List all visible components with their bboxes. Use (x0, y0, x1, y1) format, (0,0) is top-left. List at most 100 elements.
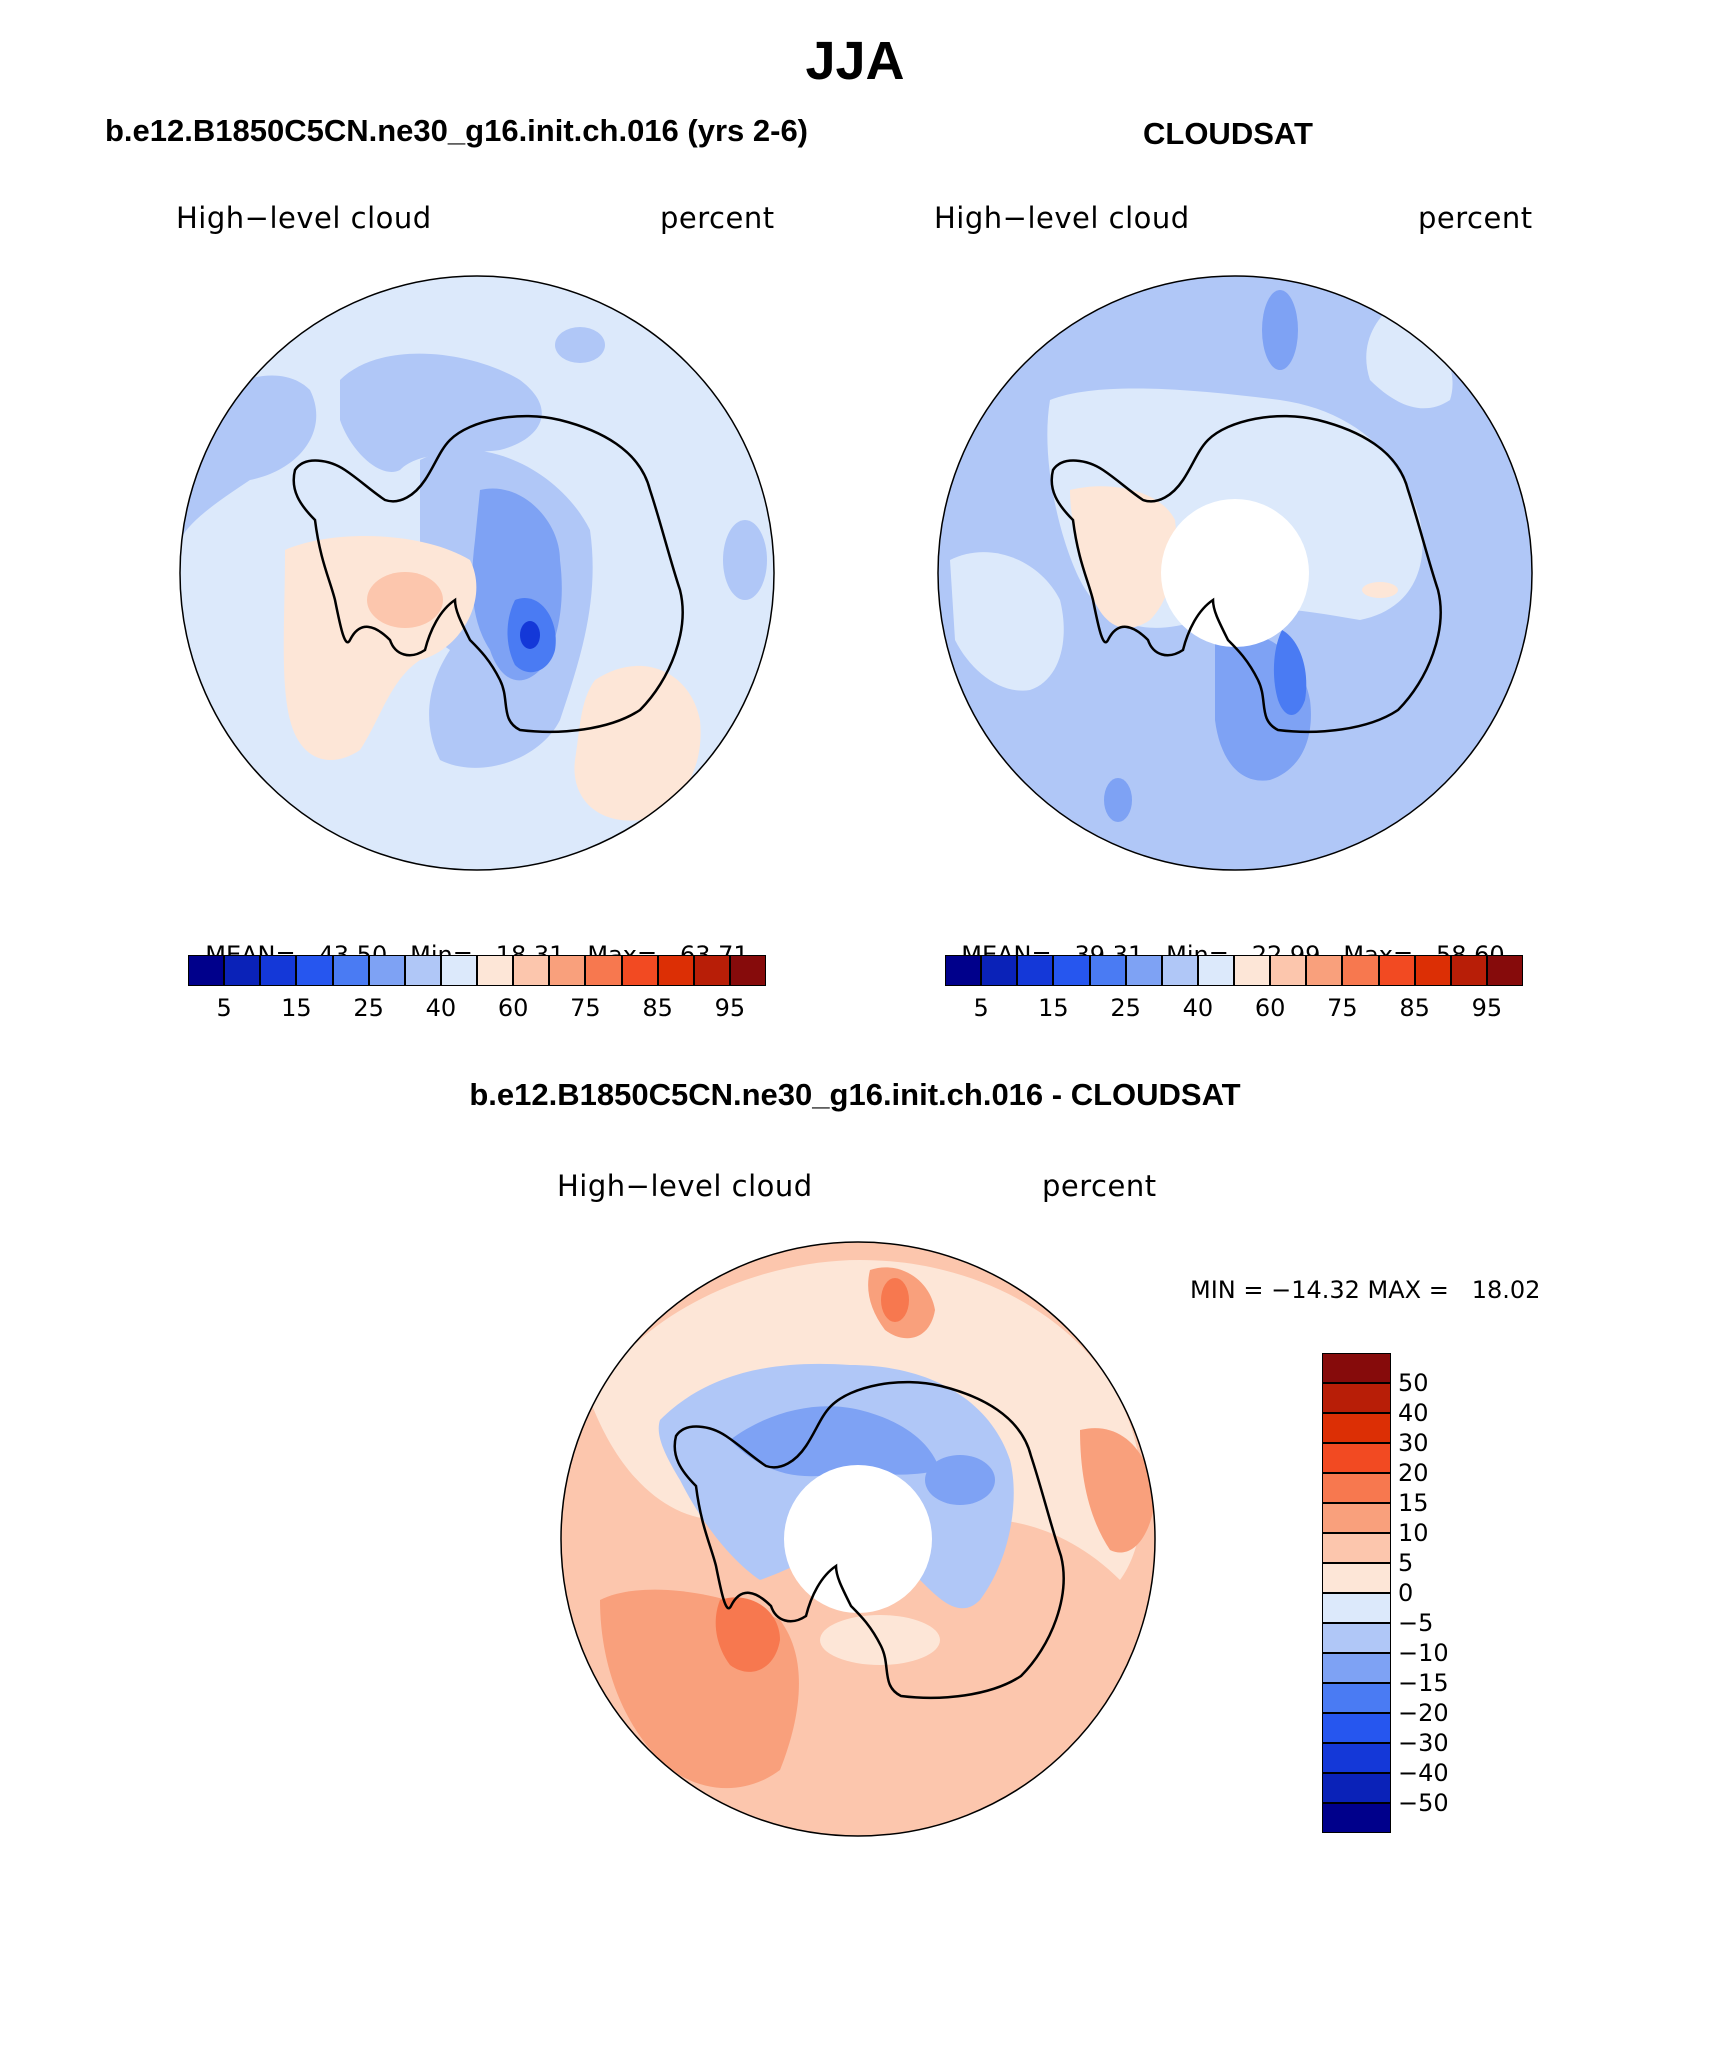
diff-region-deep-blue-east (925, 1455, 995, 1505)
diff-pole-hole (784, 1465, 932, 1613)
diff-map-border (560, 1241, 1156, 1837)
colorbar-box (1270, 955, 1307, 986)
colorbar-box (1322, 1803, 1391, 1833)
model-colorbar (188, 955, 766, 986)
colorbar-box (1322, 1413, 1391, 1443)
colorbar-box (621, 955, 658, 986)
colorbar-box (1342, 955, 1379, 986)
colorbar-tick-label: −10 (1398, 1639, 1449, 1667)
diff-colorbar-ticks: 50 40 30 20 15 10 5 0 −5 −10 −15 −20 −30 −40 −50 (1398, 1353, 1478, 1833)
colorbar-box (1053, 955, 1090, 986)
colorbar-tick-label: 15 (1398, 1489, 1429, 1517)
obs-coastline (1050, 414, 1442, 734)
colorbar-box (585, 955, 622, 986)
colorbar-tick-label: 5 (973, 994, 989, 1022)
diff-region-red-southwest (715, 1597, 780, 1672)
model-region-peach-east (574, 665, 701, 821)
diff-region-deep-blue-north (730, 1406, 940, 1477)
obs-colorbar (945, 955, 1523, 986)
colorbar-box (693, 955, 730, 986)
colorbar-box (1322, 1563, 1391, 1593)
colorbar-box (1322, 1713, 1391, 1743)
colorbar-tick-label: 25 (1110, 994, 1141, 1022)
obs-map-border (937, 275, 1533, 871)
colorbar-tick-label: 10 (1398, 1519, 1429, 1547)
colorbar-tick-label: 30 (1398, 1429, 1429, 1457)
diff-coastline (673, 1380, 1065, 1700)
colorbar-box (440, 955, 477, 986)
obs-panel-heading: CLOUDSAT (1143, 116, 1313, 151)
colorbar-box (1089, 955, 1126, 986)
model-region-blue-core-dot (520, 621, 540, 649)
model-region-blue-north (340, 353, 542, 472)
model-panel-heading: b.e12.B1850C5CN.ne30_g16.init.ch.016 (yr… (105, 113, 809, 148)
colorbar-box (945, 955, 982, 986)
colorbar-box (188, 955, 225, 986)
colorbar-box (1450, 955, 1487, 986)
colorbar-box (1414, 955, 1451, 986)
colorbar-tick-label: −20 (1398, 1699, 1449, 1727)
colorbar-tick-label: 50 (1398, 1369, 1429, 1397)
colorbar-box (260, 955, 297, 986)
colorbar-tick-label: 5 (1398, 1549, 1414, 1577)
diff-colorbar (1322, 1353, 1391, 1833)
obs-region-light-band (1366, 300, 1453, 409)
colorbar-box (224, 955, 261, 986)
colorbar-tick-label: −50 (1398, 1789, 1449, 1817)
colorbar-box (1322, 1683, 1391, 1713)
obs-pole-hole (1161, 499, 1309, 647)
colorbar-box (1322, 1623, 1391, 1653)
colorbar-box (332, 955, 369, 986)
colorbar-tick-label: −15 (1398, 1669, 1449, 1697)
obs-region-blue-south-patch (1104, 778, 1132, 822)
colorbar-tick-label: 15 (1038, 994, 1069, 1022)
colorbar-tick-label: 95 (1471, 994, 1503, 1022)
colorbar-box (1322, 1503, 1391, 1533)
colorbar-box (513, 955, 550, 986)
colorbar-tick-label: −30 (1398, 1729, 1449, 1757)
colorbar-box (981, 955, 1018, 986)
colorbar-tick-label: −40 (1398, 1759, 1449, 1787)
colorbar-box (549, 955, 586, 986)
colorbar-tick-label: 75 (1327, 994, 1358, 1022)
model-region-blue-north-patch (555, 327, 605, 363)
colorbar-box (1125, 955, 1162, 986)
colorbar-box (1234, 955, 1271, 986)
colorbar-box (1322, 1593, 1391, 1623)
diff-region-peach-south (820, 1615, 940, 1665)
diff-region-red-north (881, 1278, 909, 1322)
obs-colorbar-ticks: 5 15 25 40 60 75 85 95 (945, 994, 1523, 1024)
colorbar-tick-label: 0 (1398, 1579, 1414, 1607)
obs-region-peach-west (1070, 486, 1177, 629)
diff-panel-heading: b.e12.B1850C5CN.ne30_g16.init.ch.016 - C… (469, 1077, 1241, 1112)
colorbar-box (1322, 1533, 1391, 1563)
colorbar-tick-label: 40 (1182, 994, 1214, 1022)
colorbar-tick-label: 5 (216, 994, 232, 1022)
colorbar-tick-label: 25 (353, 994, 384, 1022)
colorbar-tick-label: 60 (1254, 994, 1286, 1022)
colorbar-box (296, 955, 333, 986)
model-field-label: High−level cloud (176, 201, 432, 235)
colorbar-box (1486, 955, 1523, 986)
model-region-salmon-west (367, 572, 443, 628)
colorbar-box (1322, 1773, 1391, 1803)
colorbar-tick-label: 60 (497, 994, 529, 1022)
colorbar-box (1378, 955, 1415, 986)
diff-field-label: High−level cloud (557, 1169, 813, 1203)
colorbar-box (657, 955, 694, 986)
colorbar-tick-label: 95 (714, 994, 746, 1022)
model-region-blue-east (723, 520, 767, 600)
colorbar-tick-label: 15 (281, 994, 312, 1022)
colorbar-box (1161, 955, 1198, 986)
colorbar-box (477, 955, 514, 986)
colorbar-box (1322, 1383, 1391, 1413)
colorbar-box (1017, 955, 1054, 986)
colorbar-box (404, 955, 441, 986)
colorbar-box (1322, 1653, 1391, 1683)
model-map-border (179, 275, 775, 871)
obs-region-blue-north-patch (1262, 290, 1298, 370)
model-coastline (292, 414, 684, 734)
